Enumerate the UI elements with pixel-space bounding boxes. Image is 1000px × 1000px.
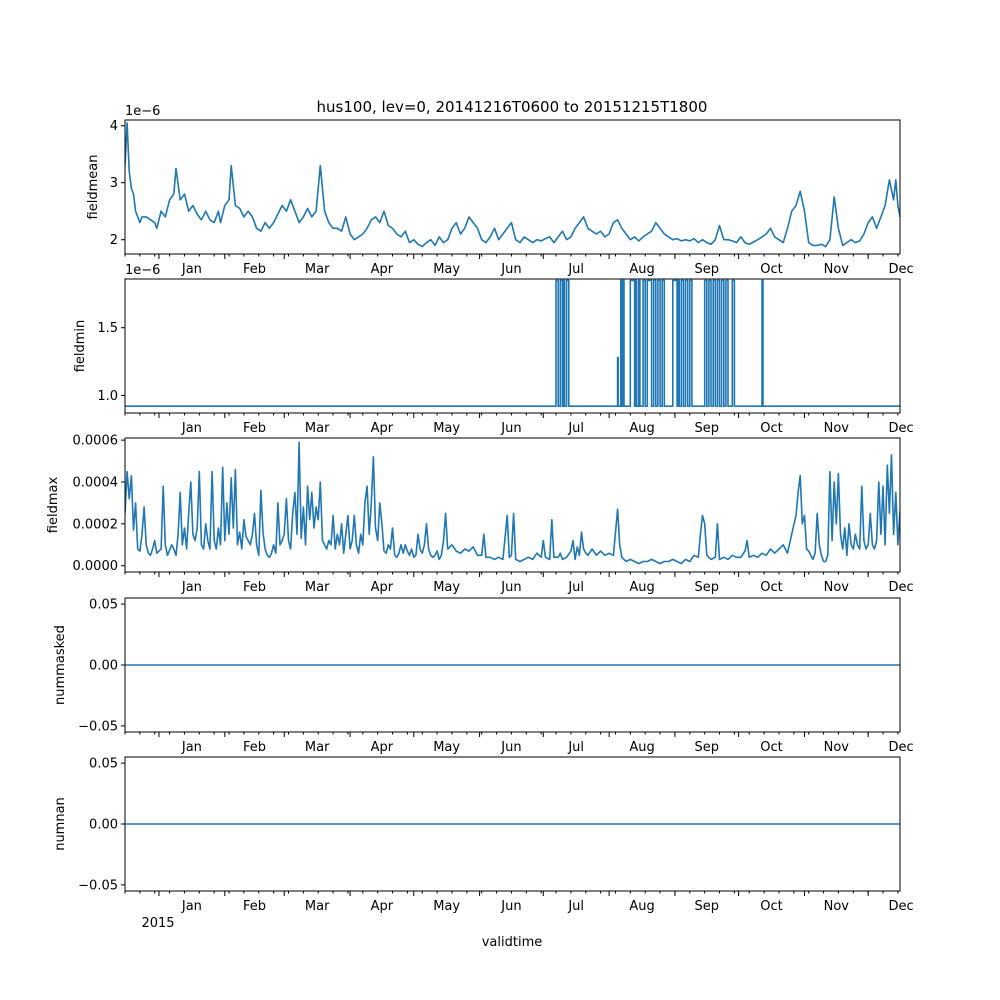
y-axis-label: fieldmean <box>86 155 101 220</box>
x-tick-label: Oct <box>760 580 782 595</box>
x-tick-label: Jan <box>181 740 202 755</box>
y-tick-label: 1.5 <box>97 321 118 336</box>
panel-fieldmax: 0.0000 0.0002 0.0004 0.0006 fieldmax Jan Feb Ma… <box>46 434 914 595</box>
y-tick-label: 4 <box>110 119 118 134</box>
y-tick-label: 0.00 <box>89 818 118 833</box>
x-tick-label: May <box>433 421 460 436</box>
y-tick-label: 0.0004 <box>73 475 119 490</box>
x-tick-label: Oct <box>760 899 782 914</box>
x-tick-label: Mar <box>305 580 330 595</box>
x-tick-label: Mar <box>305 421 330 436</box>
y-offset-label: 1e−6 <box>125 104 160 119</box>
y-tick-label: 2 <box>110 233 118 248</box>
x-tick-label: Feb <box>243 580 266 595</box>
y-tick-label: 0.05 <box>89 598 118 613</box>
x-tick-label: Nov <box>824 421 850 436</box>
x-tick-label: Mar <box>305 740 330 755</box>
panel-fieldmean: 2 3 4 fieldmean 1e−6 Jan Feb Mar Apr May Jun Jul Aug… <box>86 104 914 277</box>
x-tick-label: May <box>433 262 460 277</box>
y-offset-label: 1e−6 <box>125 263 160 278</box>
panel-numnan: −0.05 0.00 0.05 numnan Jan Feb Mar Apr May Jun Jul… <box>53 756 914 914</box>
y-axis-label: fieldmin <box>73 320 88 373</box>
y-tick-label: 1.0 <box>97 389 118 404</box>
x-tick-label: Apr <box>371 580 394 595</box>
y-tick-label: 0.0000 <box>73 559 119 574</box>
series-line-fieldmean <box>125 122 900 248</box>
x-tick-label: Nov <box>824 580 850 595</box>
x-tick-label: Sep <box>695 421 720 436</box>
y-tick-label: 0.00 <box>89 659 118 674</box>
x-tick-label: Sep <box>695 899 720 914</box>
x-tick-label: Jul <box>567 899 584 914</box>
x-tick-label: Nov <box>824 899 850 914</box>
x-tick-label: Sep <box>695 262 720 277</box>
x-tick-label: Jul <box>567 740 584 755</box>
panels: 2 3 4 fieldmean 1e−6 Jan Feb Mar Apr May Jun Jul Aug… <box>46 104 914 914</box>
x-tick-label: Oct <box>760 262 782 277</box>
x-tick-label: Apr <box>371 421 394 436</box>
x-tick-label: Jul <box>567 421 584 436</box>
y-axis-label: nummasked <box>53 625 68 705</box>
chart-title: hus100, lev=0, 20141216T0600 to 20151215… <box>317 98 708 116</box>
x-tick-label: May <box>433 580 460 595</box>
x-tick-label: Dec <box>888 740 913 755</box>
y-axis-label: numnan <box>53 797 68 851</box>
x-tick-label: Dec <box>888 421 913 436</box>
y-tick-label: −0.05 <box>78 719 118 734</box>
x-tick-label: Feb <box>243 421 266 436</box>
x-tick-label: Oct <box>760 740 782 755</box>
x-tick-label: Jan <box>181 580 202 595</box>
x-tick-label: May <box>433 740 460 755</box>
x-tick-label: Jun <box>500 580 521 595</box>
x-tick-label: Aug <box>629 580 654 595</box>
x-tick-label: Dec <box>888 899 913 914</box>
y-tick-label: 0.0006 <box>73 434 119 449</box>
x-tick-label: Jan <box>181 899 202 914</box>
x-tick-label: Aug <box>629 262 654 277</box>
x-tick-label: Jun <box>500 740 521 755</box>
x-tick-label: May <box>433 899 460 914</box>
y-axis-label: fieldmax <box>46 477 61 534</box>
x-tick-label: Jun <box>500 262 521 277</box>
series-line-fieldmin <box>125 279 900 407</box>
x-tick-label: Jun <box>500 899 521 914</box>
x-tick-label: Dec <box>888 262 913 277</box>
x-tick-label: Jan <box>181 262 202 277</box>
axes-frame <box>124 119 901 255</box>
x-tick-label: Feb <box>243 262 266 277</box>
panel-nummasked: −0.05 0.00 0.05 nummasked Jan Feb Mar Apr May Jun… <box>53 597 914 755</box>
y-tick-label: 0.05 <box>89 757 118 772</box>
x-axis-label: validtime <box>482 935 543 950</box>
x-tick-label: Jan <box>181 421 202 436</box>
x-tick-label: Aug <box>629 899 654 914</box>
series-line-fieldmax <box>125 441 900 565</box>
x-tick-label: Oct <box>760 421 782 436</box>
axes-frame <box>124 278 901 414</box>
y-tick-label: −0.05 <box>78 878 118 893</box>
y-tick-label: 0.0002 <box>73 517 119 532</box>
x-tick-label: Mar <box>305 262 330 277</box>
x-tick-label: Dec <box>888 580 913 595</box>
x-tick-label: Apr <box>371 262 394 277</box>
x-tick-label: Mar <box>305 899 330 914</box>
x-tick-label: Aug <box>629 740 654 755</box>
x-tick-label: Jun <box>500 421 521 436</box>
x-tick-label: Jul <box>567 580 584 595</box>
x-tick-label: Nov <box>824 740 850 755</box>
axes-frame <box>124 437 901 573</box>
y-tick-label: 3 <box>110 176 118 191</box>
x-tick-label: Sep <box>695 580 720 595</box>
panel-fieldmin: 1.0 1.5 fieldmin 1e−6 Jan Feb Mar Apr May Jun Jul A… <box>73 263 914 436</box>
x-tick-label: Aug <box>629 421 654 436</box>
x-tick-label: Apr <box>371 899 394 914</box>
x-tick-label: Jul <box>567 262 584 277</box>
x-tick-label: Sep <box>695 740 720 755</box>
x-tick-label: Feb <box>243 740 266 755</box>
x-year-label: 2015 <box>141 916 174 931</box>
x-tick-label: Nov <box>824 262 850 277</box>
x-tick-label: Apr <box>371 740 394 755</box>
x-tick-label: Feb <box>243 899 266 914</box>
